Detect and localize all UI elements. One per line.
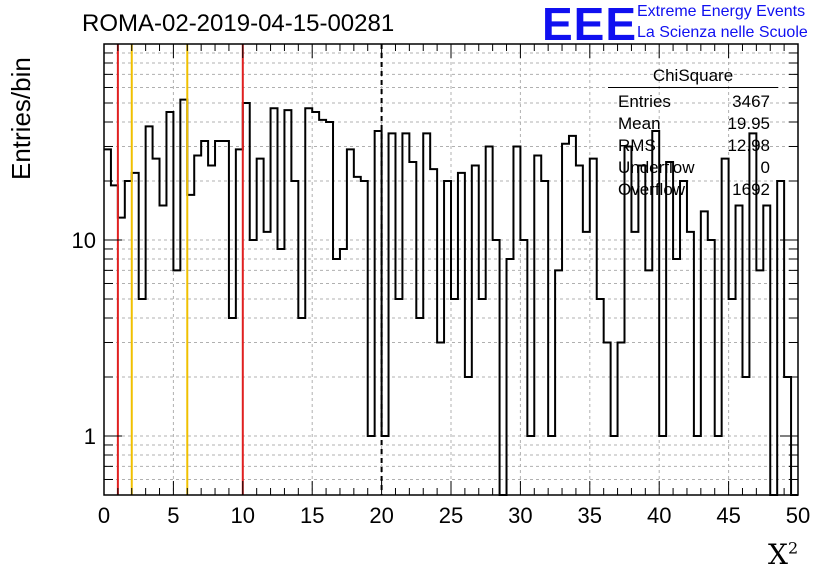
stats-label: Underflow	[618, 158, 695, 177]
stats-row-entries: Entries 3467	[608, 91, 778, 113]
stats-box: ChiSquare Entries 3467 Mean 19.95 RMS 12.98…	[608, 66, 778, 201]
stats-row-overflow: Overflow 1692	[608, 179, 778, 201]
stats-value: 12.98	[727, 136, 770, 155]
logo-text-line1: Extreme Energy Events	[637, 3, 806, 20]
y-tick-label: 1	[84, 424, 96, 449]
x-tick-label: 5	[167, 503, 179, 528]
x-tick-label: 20	[369, 503, 393, 528]
stats-row-underflow: Underflow 0	[608, 157, 778, 179]
stats-label: Mean	[618, 114, 661, 133]
x-axis-label: X2	[768, 538, 798, 571]
stats-row-rms: RMS 12.98	[608, 135, 778, 157]
stats-box-header: ChiSquare	[608, 66, 778, 88]
y-axis-label: Entries/bin	[6, 57, 36, 180]
stats-label: RMS	[618, 136, 656, 155]
x-axis-label-text: X	[768, 538, 788, 571]
stats-label: Overflow	[618, 180, 686, 199]
x-tick-label: 25	[439, 503, 463, 528]
stats-row-mean: Mean 19.95	[608, 113, 778, 135]
stats-value: 0	[760, 158, 770, 177]
stats-value: 1692	[732, 180, 770, 199]
y-tick-label: 10	[72, 228, 96, 253]
stats-value: 3467	[732, 92, 770, 111]
x-tick-label: 45	[716, 503, 740, 528]
x-tick-label: 0	[98, 503, 110, 528]
eee-logo: EEE	[542, 0, 638, 50]
x-tick-label: 40	[647, 503, 671, 528]
stats-value: 19.95	[727, 114, 770, 133]
chart-title: ROMA-02-2019-04-15-00281	[82, 10, 395, 37]
x-tick-label: 15	[300, 503, 324, 528]
x-tick-label: 50	[786, 503, 810, 528]
x-tick-label: 35	[578, 503, 602, 528]
x-tick-label: 10	[231, 503, 255, 528]
logo-text-line2: La Scienza nelle Scuole	[637, 24, 808, 41]
stats-label: Entries	[618, 92, 671, 111]
x-tick-label: 30	[508, 503, 532, 528]
x-axis-label-superscript: 2	[787, 538, 799, 558]
histogram-series	[104, 98, 798, 496]
